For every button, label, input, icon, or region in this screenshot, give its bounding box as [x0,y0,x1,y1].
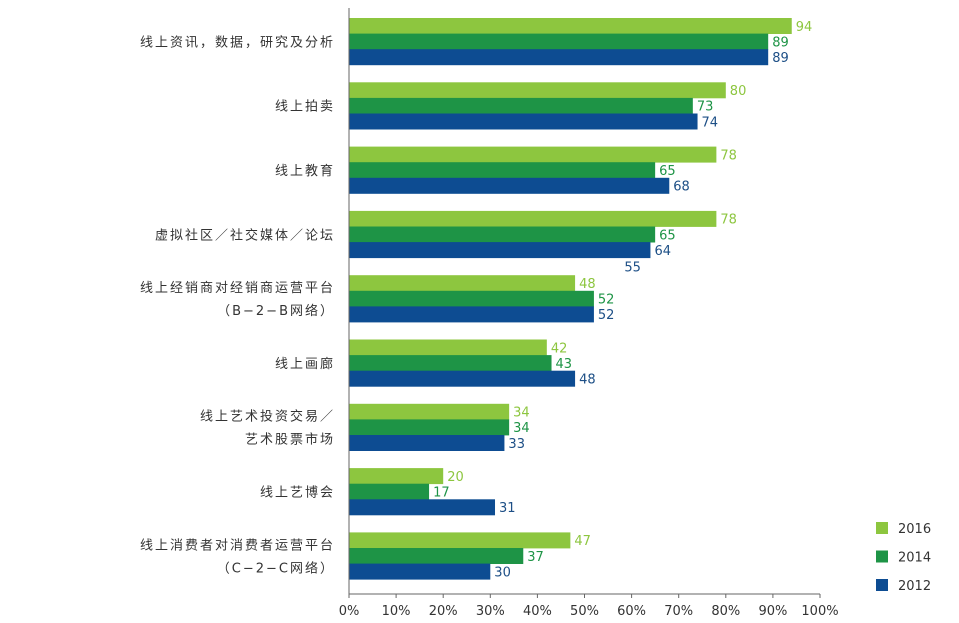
extra-label-0: 55 [624,261,641,276]
bar-2016-6 [349,403,510,420]
category-label-6-line1: 艺术股票市场 [245,432,335,448]
legend: 2016 2014 2012 [876,522,931,594]
category-label-2: 线上教育 [275,163,335,179]
x-tick-label-9: 90% [758,604,787,619]
bar-2012-6 [349,435,505,451]
bar-2016-5 [349,339,547,356]
bars-group [349,18,792,580]
x-tick-label-5: 50% [570,604,599,619]
bar-2016-7 [349,468,444,485]
value-label-2014-0: 89 [772,35,789,50]
category-label-8-line0: 线上消费者对消费者运营平台 [140,538,335,553]
value-labels-group: 9489898073747865687865644852524243483434… [433,20,812,581]
bar-2014-5 [349,355,552,372]
legend-swatch-2016 [876,522,888,534]
bar-2014-0 [349,33,769,50]
bar-2016-8 [349,532,571,549]
bar-2012-1 [349,113,698,130]
category-label-5: 线上画廊 [275,356,335,372]
value-label-2014-5: 43 [556,357,573,372]
bar-2016-3 [349,210,717,227]
category-label-6-line0: 线上艺术投资交易／ [200,409,335,425]
value-label-2016-1: 80 [730,84,747,99]
category-label-3: 虚拟社区／社交媒体／论坛 [155,227,335,243]
bar-2016-2 [349,146,717,163]
bar-2014-8 [349,548,524,564]
legend-label-2014: 2014 [898,551,931,566]
x-axis: 0% 10% 20% 30% 40% 50% 60% 70% 80% 90% 100% [339,8,839,619]
bar-2012-8 [349,563,491,580]
value-label-2016-3: 78 [720,213,737,228]
value-label-2012-7: 31 [499,501,516,516]
x-tick-label-8: 80% [711,604,740,619]
value-label-2012-5: 48 [579,373,596,388]
bar-2012-7 [349,499,496,516]
bar-2012-0 [349,49,769,66]
value-label-2014-8: 37 [527,550,544,565]
value-label-2012-4: 52 [598,308,615,323]
category-label-4-line0: 线上经销商对经销商运营平台 [140,281,335,296]
bar-2014-3 [349,226,656,243]
value-label-2014-7: 17 [433,486,450,501]
value-label-2014-1: 73 [697,100,714,115]
category-label-1: 线上拍卖 [275,100,335,115]
value-label-2016-6: 34 [513,406,530,421]
value-label-2016-0: 94 [796,20,813,35]
bar-2012-2 [349,177,670,194]
x-tick-label-3: 30% [476,604,505,619]
category-label-0: 线上资讯，数据，研究及分析 [140,35,335,50]
value-label-2014-3: 65 [659,228,676,243]
x-tick-label-7: 70% [664,604,693,619]
value-label-2016-7: 20 [447,470,464,485]
x-tick-label-2: 20% [429,604,458,619]
value-label-2016-2: 78 [720,148,737,163]
x-tick-label-10: 100% [801,604,838,619]
category-label-7: 线上艺博会 [260,486,335,501]
bar-2016-1 [349,82,726,99]
bar-2016-0 [349,18,792,34]
legend-swatch-2014 [876,550,888,563]
legend-swatch-2012 [876,579,888,591]
bar-2014-2 [349,162,656,179]
bar-2014-7 [349,483,430,500]
value-label-2016-4: 48 [579,277,596,292]
bar-2014-6 [349,419,510,436]
bar-2012-4 [349,306,594,323]
bar-2014-4 [349,290,594,307]
category-label-8-line1: （C−2−C网络） [217,560,335,576]
value-label-2016-5: 42 [551,341,568,356]
bar-2016-4 [349,275,576,292]
bar-2014-1 [349,97,693,114]
value-label-2012-8: 30 [494,565,511,580]
value-label-2012-0: 89 [772,51,789,66]
value-label-2014-6: 34 [513,421,530,436]
x-tick-label-0: 0% [339,604,360,619]
x-tick-label-4: 40% [523,604,552,619]
value-label-2014-2: 65 [659,164,676,179]
category-label-4-line1: （B−2−B网络） [217,303,335,319]
value-label-2014-4: 52 [598,293,615,308]
x-tick-label-1: 10% [382,604,411,619]
bar-2012-3 [349,242,651,259]
legend-label-2016: 2016 [898,522,931,537]
value-label-2012-1: 74 [702,115,719,130]
value-label-2016-8: 47 [574,534,591,549]
category-labels-group: 线上资讯，数据，研究及分析线上拍卖线上教育虚拟社区／社交媒体／论坛线上经销商对经… [140,35,335,576]
legend-label-2012: 2012 [898,579,931,594]
value-label-2012-2: 68 [673,180,690,195]
value-label-2012-3: 64 [654,244,671,259]
x-tick-label-6: 60% [617,604,646,619]
value-label-2012-6: 33 [508,437,525,452]
bar-2012-5 [349,370,576,387]
